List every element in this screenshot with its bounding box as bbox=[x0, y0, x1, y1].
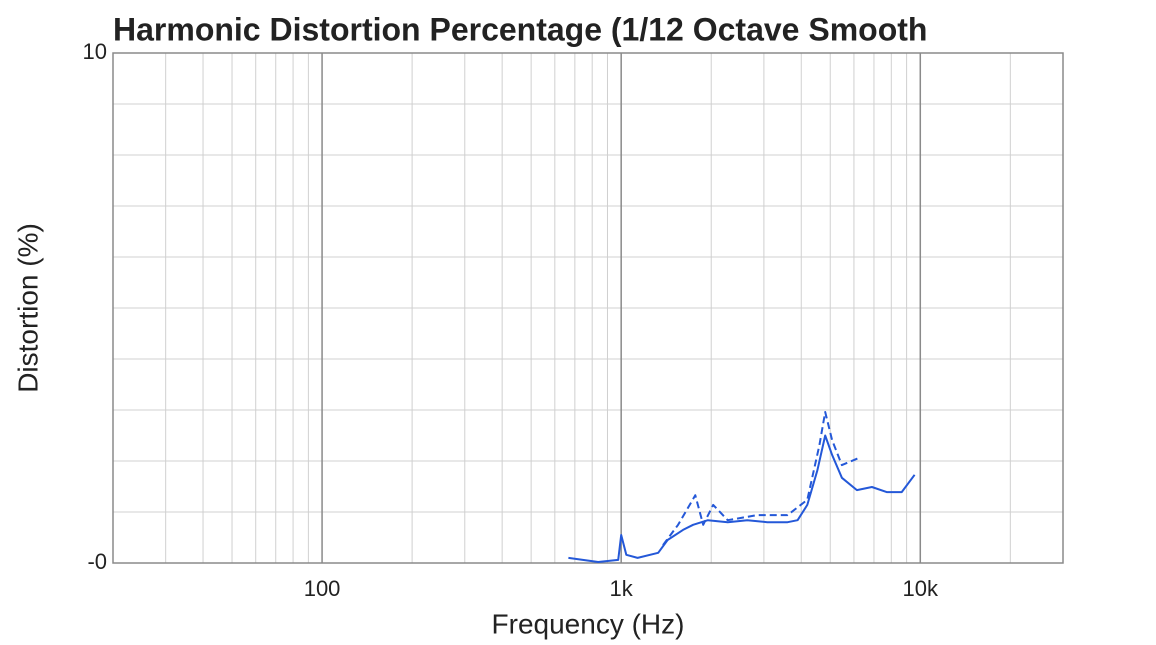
x-tick-label: 1k bbox=[610, 576, 634, 601]
x-axis-label: Frequency (Hz) bbox=[492, 608, 685, 639]
y-tick-label: 10 bbox=[83, 39, 107, 64]
y-axis-label: Distortion (%) bbox=[12, 223, 43, 393]
plot-frame bbox=[112, 52, 1064, 564]
x-tick-label: 100 bbox=[304, 576, 341, 601]
x-tick-label: 10k bbox=[903, 576, 939, 601]
data-line bbox=[568, 434, 916, 563]
data-line bbox=[662, 411, 860, 546]
chart-title: Harmonic Distortion Percentage (1/12 Oct… bbox=[113, 11, 927, 47]
y-tick-label: -0 bbox=[87, 549, 107, 574]
